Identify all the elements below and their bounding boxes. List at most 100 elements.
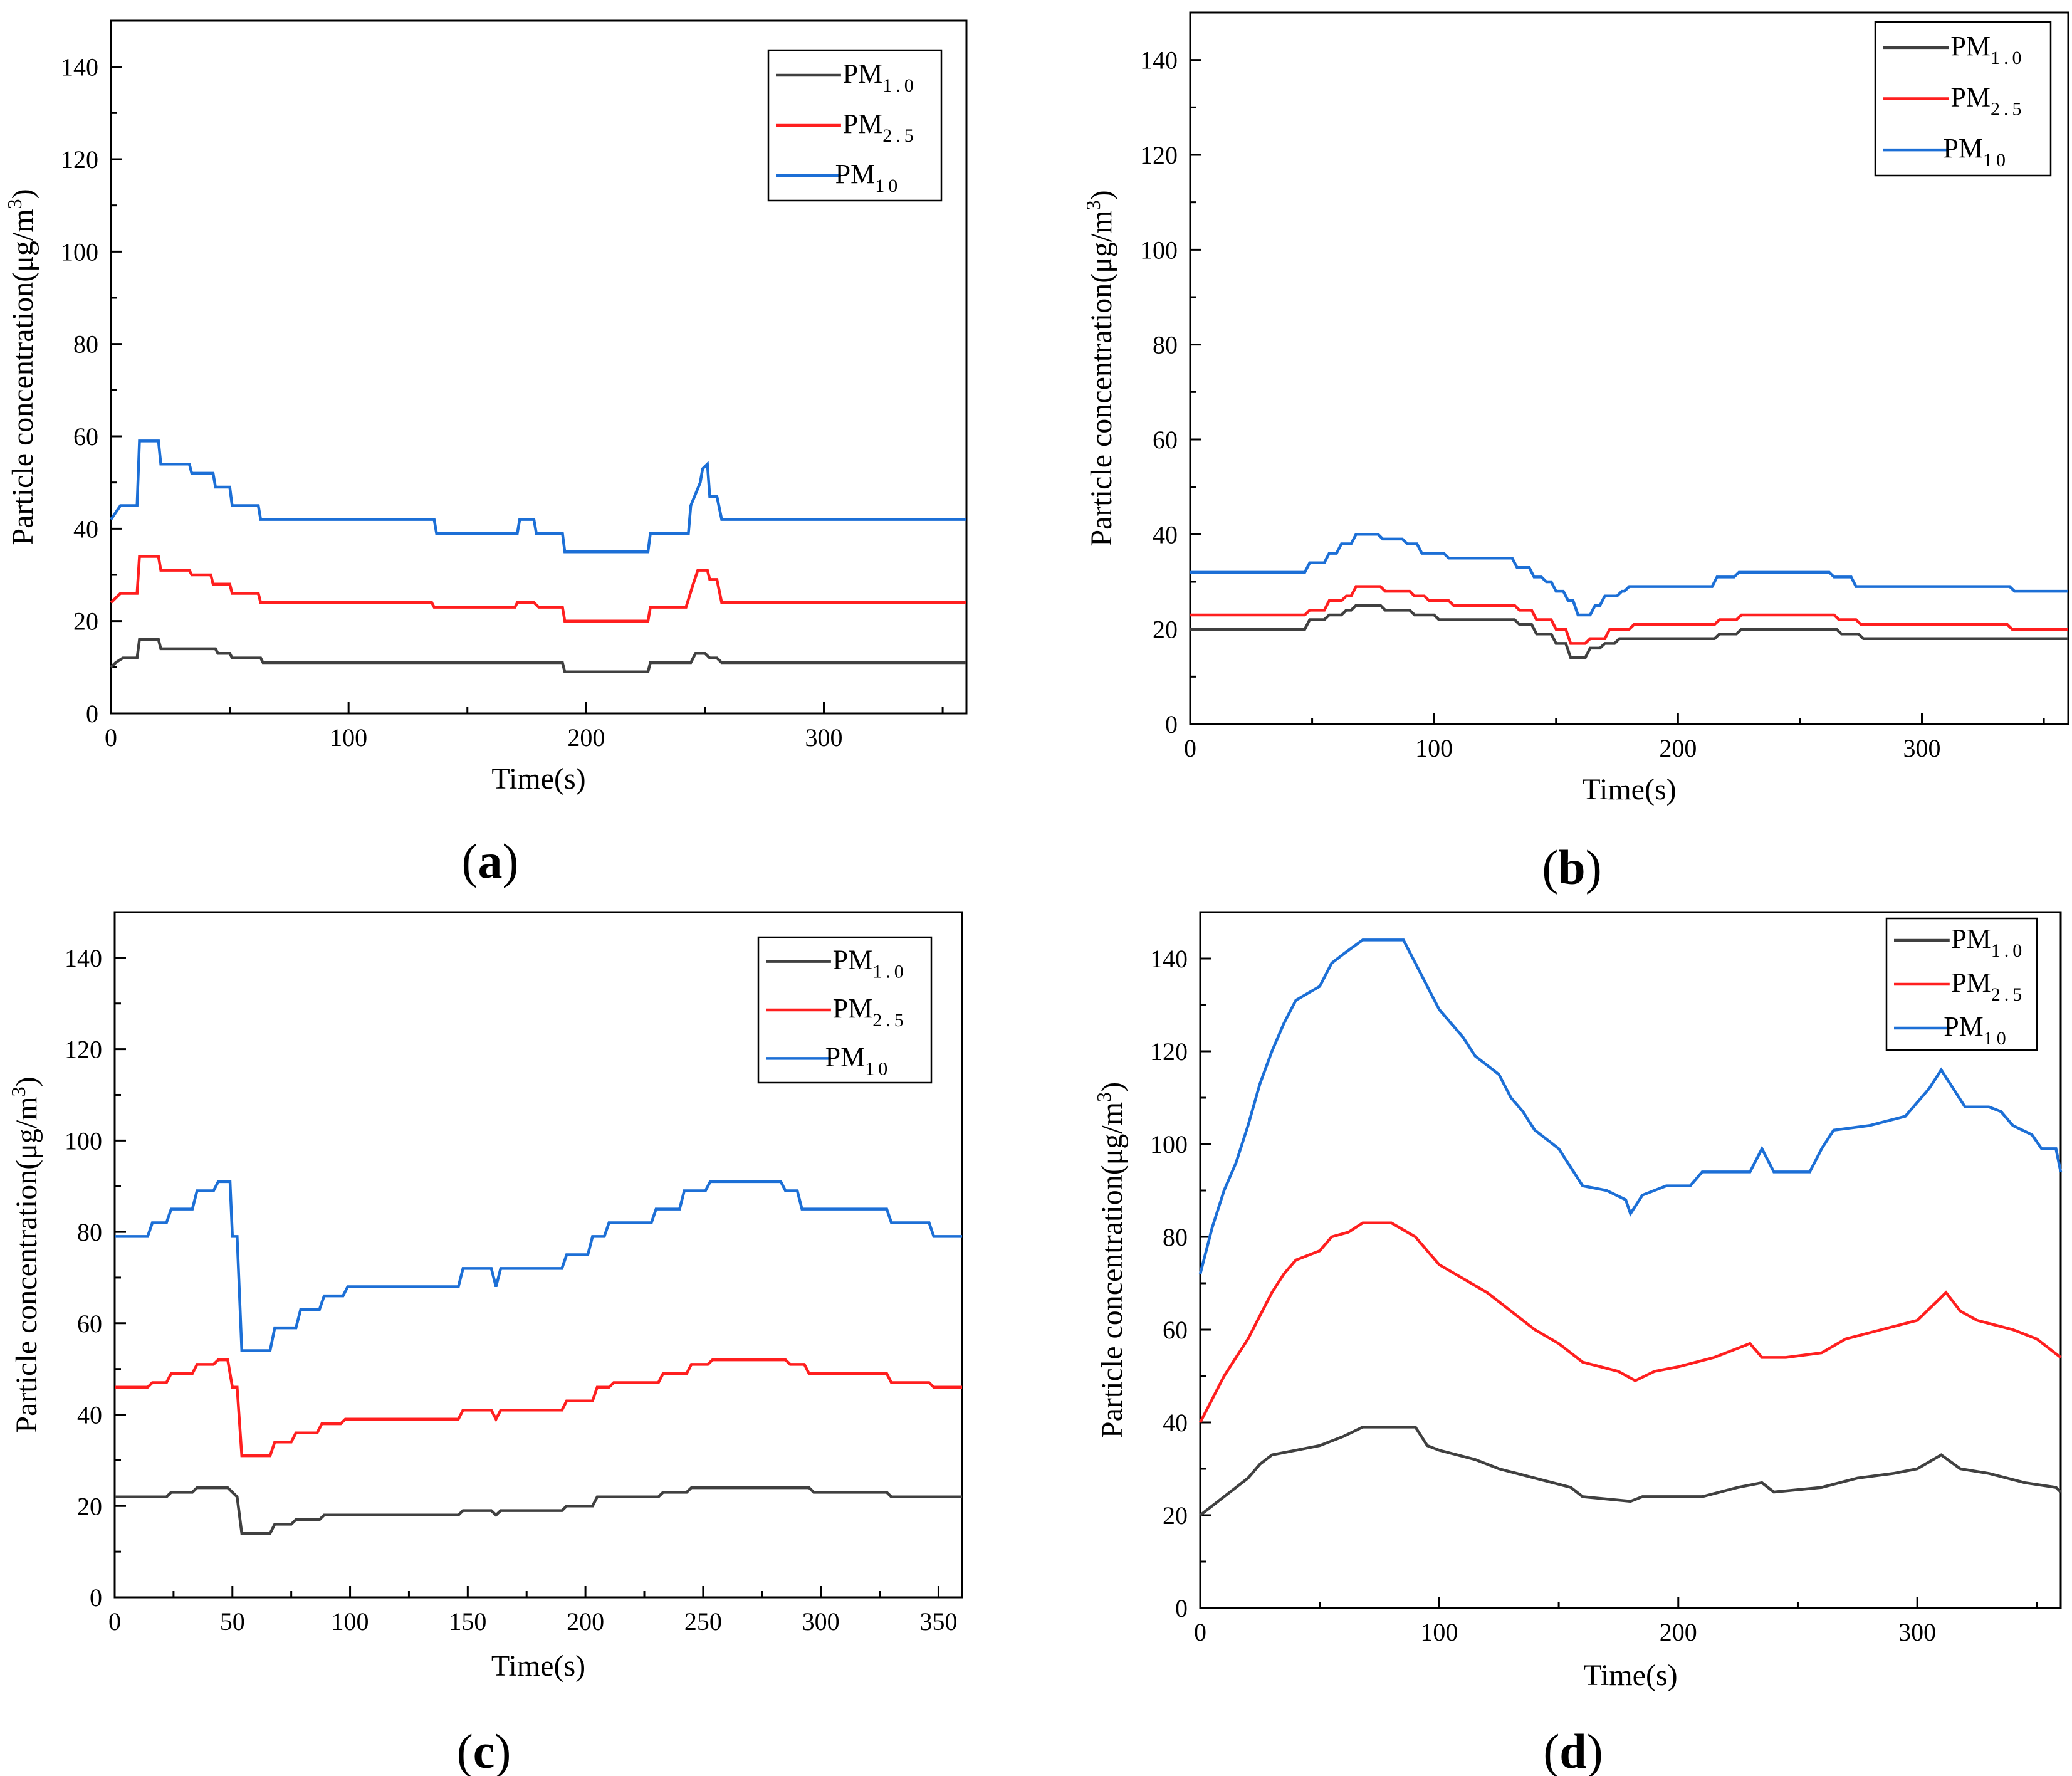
series-line-pm1 <box>1190 604 2068 659</box>
legend-label-pm10: PM10 <box>835 159 902 196</box>
plot-frame <box>110 19 968 715</box>
y-tick-label: 20 <box>77 1492 102 1520</box>
chart-panel-c: 0 20 40 60 80 100 120 140 0 50 100 150 200 250 300 350 P… <box>7 911 963 1776</box>
y-tick-label: 0 <box>1165 710 1178 738</box>
legend-label-pm10: PM10 <box>825 1041 892 1079</box>
series-line-pm1 <box>1199 1426 2062 1516</box>
y-tick-label: 20 <box>1153 616 1178 644</box>
x-axis-title: Time(s) <box>491 1649 585 1683</box>
x-tick-label: 200 <box>567 723 605 752</box>
legend-label-pm25: PM2.5 <box>833 993 908 1031</box>
x-tick-label: 0 <box>1184 734 1196 762</box>
legend: PM1.0 PM2.5 PM10 <box>1874 21 2052 177</box>
y-tick-label: 60 <box>1153 426 1178 454</box>
y-axis-title: Particle concentration(μg/m3) <box>1082 190 1118 546</box>
y-tick-label: 40 <box>1153 520 1178 549</box>
panel-label: (a) <box>462 834 519 888</box>
x-tick-label: 300 <box>1898 1618 1936 1646</box>
y-tick-label: 0 <box>1175 1594 1188 1622</box>
series-line-pm10 <box>110 439 966 554</box>
plot-frame <box>1199 911 2062 1609</box>
y-tick-label: 60 <box>1163 1316 1188 1344</box>
y-tick-label: 120 <box>1140 141 1178 169</box>
panel-label: (b) <box>1542 840 1601 895</box>
x-axis-title: Time(s) <box>1582 773 1676 806</box>
legend-label-pm25: PM2.5 <box>843 108 918 146</box>
x-tick-label: 300 <box>1903 734 1941 762</box>
legend-label-pm25: PM2.5 <box>1951 967 2026 1005</box>
x-tick-label: 300 <box>805 723 843 752</box>
x-tick-label: 0 <box>108 1607 121 1636</box>
x-tick-label: 100 <box>330 723 367 752</box>
x-axis-title: Time(s) <box>1583 1659 1677 1692</box>
panel-label: (c) <box>457 1724 511 1776</box>
legend-label-pm25: PM2.5 <box>1950 82 2025 120</box>
x-tick-label: 50 <box>220 1607 245 1636</box>
series-line-pm25 <box>115 1358 962 1458</box>
y-tick-label: 100 <box>1150 1130 1188 1159</box>
y-tick-label: 100 <box>1140 236 1178 264</box>
y-tick-label: 140 <box>1150 945 1188 973</box>
x-axis-title: Time(s) <box>491 762 585 796</box>
x-tick-label: 350 <box>919 1607 957 1636</box>
y-tick-label: 100 <box>61 238 98 266</box>
x-tick-label: 200 <box>567 1607 604 1636</box>
series-line-pm10 <box>1190 533 2068 617</box>
series-line-pm1 <box>115 1486 962 1535</box>
y-tick-label: 140 <box>61 53 98 81</box>
series-line-pm10 <box>1198 938 2063 1274</box>
y-tick-label: 40 <box>73 515 98 543</box>
panel-label: (d) <box>1543 1724 1603 1776</box>
y-tick-label: 40 <box>77 1401 102 1429</box>
y-tick-label: 60 <box>73 423 98 451</box>
legend-label-pm1: PM1.0 <box>833 945 908 982</box>
y-tick-label: 80 <box>77 1218 102 1246</box>
y-tick-label: 20 <box>1163 1501 1188 1530</box>
series-line-pm25 <box>110 555 966 623</box>
y-tick-label: 100 <box>65 1127 102 1155</box>
series-line-pm1 <box>110 638 966 673</box>
series-line-pm25 <box>1190 585 2068 645</box>
x-tick-label: 250 <box>684 1607 722 1636</box>
legend: PM1.0 PM2.5 PM10 <box>757 936 933 1084</box>
x-tick-label: 150 <box>449 1607 486 1636</box>
y-tick-label: 120 <box>61 145 98 174</box>
y-axis-title: Particle concentration(μg/m3) <box>1092 1082 1129 1438</box>
legend: PM1.0 PM2.5 PM10 <box>1885 917 2038 1051</box>
y-tick-label: 120 <box>65 1036 102 1064</box>
legend-label-pm10: PM10 <box>1943 133 2009 171</box>
x-tick-label: 0 <box>105 723 117 752</box>
legend-label-pm10: PM10 <box>1944 1011 2010 1049</box>
y-tick-label: 0 <box>86 700 98 728</box>
series-line-pm10 <box>115 1180 962 1352</box>
y-tick-label: 80 <box>1163 1223 1188 1251</box>
x-tick-label: 100 <box>1415 734 1453 762</box>
x-tick-label: 200 <box>1659 734 1697 762</box>
legend-label-pm1: PM1.0 <box>843 58 918 96</box>
x-tick-label: 100 <box>1420 1618 1458 1646</box>
y-tick-label: 20 <box>73 607 98 636</box>
y-axis-title: Particle concentration(μg/m3) <box>7 1076 43 1432</box>
x-tick-label: 200 <box>1660 1618 1697 1646</box>
legend: PM1.0 PM2.5 PM10 <box>767 49 943 202</box>
y-tick-label: 40 <box>1163 1409 1188 1437</box>
y-tick-label: 0 <box>90 1584 102 1612</box>
series-line-pm25 <box>1199 1221 2062 1424</box>
legend-label-pm1: PM1.0 <box>1950 31 2025 68</box>
legend-label-pm1: PM1.0 <box>1951 923 2026 961</box>
y-tick-label: 140 <box>1140 46 1178 75</box>
y-tick-label: 80 <box>73 330 98 359</box>
y-tick-label: 120 <box>1150 1038 1188 1066</box>
plot-frame <box>113 911 963 1599</box>
y-axis-title: Particle concentration(μg/m3) <box>3 189 39 545</box>
plot-frame <box>1189 11 2069 725</box>
x-tick-label: 100 <box>332 1607 369 1636</box>
x-tick-label: 300 <box>802 1607 840 1636</box>
y-tick-label: 80 <box>1153 331 1178 359</box>
x-tick-label: 0 <box>1194 1618 1206 1646</box>
y-tick-label: 60 <box>77 1310 102 1338</box>
